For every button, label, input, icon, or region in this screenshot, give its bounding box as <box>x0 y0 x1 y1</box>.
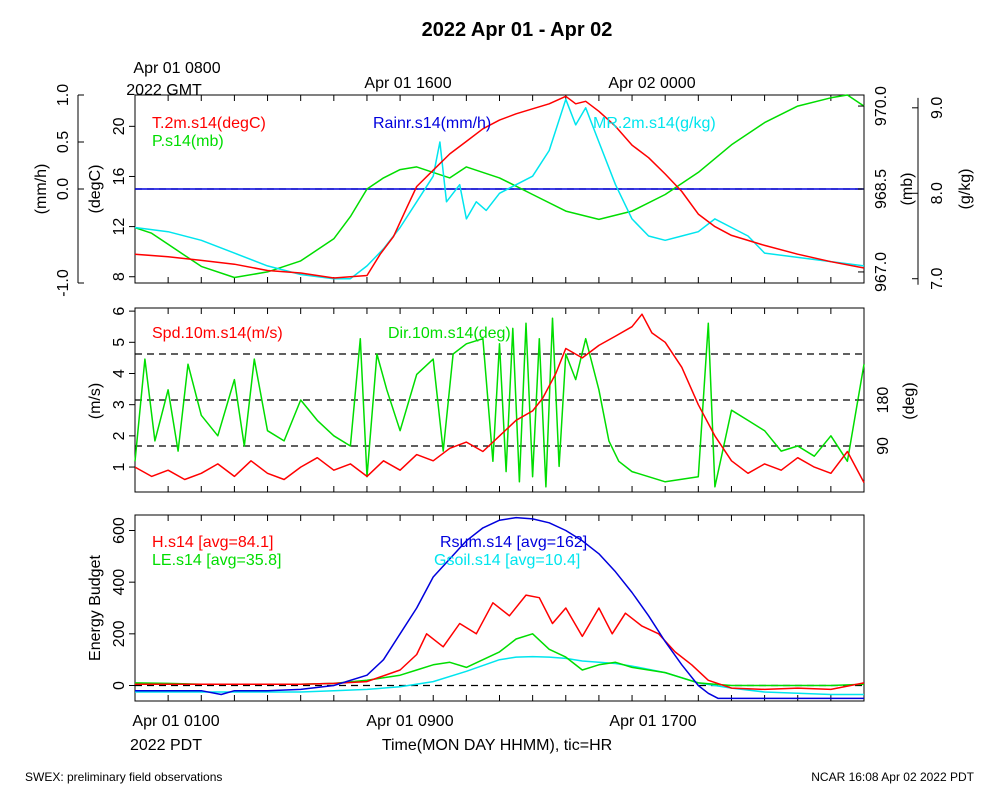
direction-axis-tick-label: 90 <box>875 437 892 455</box>
rain-axis-tick-label: 0.0 <box>55 178 72 200</box>
top-axis-tick-label-1: Apr 01 1600 <box>364 75 451 92</box>
footer-left: SWEX: preliminary field observations <box>25 770 222 784</box>
series-rsum-line <box>135 516 864 700</box>
series-pressure-line <box>134 94 865 279</box>
bottom-axis-label: Time(MON DAY HHMM), tic=HR <box>382 737 612 754</box>
bottom-axis-tick-label-2: Apr 01 1700 <box>609 713 696 730</box>
temp-axis-tick-label: 8 <box>111 272 128 281</box>
series-speed-line <box>134 313 865 483</box>
bottom-axis-tick-label-0: Apr 01 0100 <box>132 713 219 730</box>
rain-axis-tick-label: 1.0 <box>55 84 72 106</box>
footer-right: NCAR 16:08 Apr 02 2022 PDT <box>811 770 974 784</box>
energy-axis-tick-label: 0 <box>111 681 128 690</box>
legend-le: LE.s14 [avg=35.8] <box>152 552 281 569</box>
panel-energy-budget: 0 200 400 600 Energy Budget H.s14 [avg=84.1]L… <box>87 514 865 702</box>
legend-speed: Spd.10m.s14(m/s) <box>152 325 283 342</box>
legend-rsum: Rsum.s14 [avg=162] <box>440 534 587 551</box>
temp-axis-tick-label: 12 <box>111 218 128 236</box>
legend-rain: Rainr.s14(mm/h) <box>373 115 491 132</box>
speed-axis-tick-label: 3 <box>111 400 128 409</box>
series-gsoil-line <box>135 655 864 696</box>
energy-axis-tick-label: 600 <box>111 517 128 544</box>
mr-axis-tick-label: 9.0 <box>929 97 946 119</box>
figure-title: 2022 Apr 01 - Apr 02 <box>422 19 613 41</box>
mr-axis-label: (g/kg) <box>957 169 974 210</box>
legend-pressure: P.s14(mb) <box>152 133 224 150</box>
series-direction-line <box>134 317 865 488</box>
temp-axis-tick-label: 20 <box>111 117 128 135</box>
legend-h: H.s14 [avg=84.1] <box>152 534 273 551</box>
top-axis-tick-label-0: Apr 01 0800 <box>133 60 220 77</box>
legend-direction: Dir.10m.s14(deg) <box>388 325 511 342</box>
panel-temperature-pressure: 1.0 0.5 0.0 -1.0 (mm/h) 20 16 12 8 (degC) 970.0 968… <box>33 84 974 297</box>
pressure-axis-tick-label: 968.5 <box>873 169 890 209</box>
bottom-axis-tick-label-1: Apr 01 0900 <box>366 713 453 730</box>
series-h-line <box>135 594 865 691</box>
legend-mixing-ratio: MR.2m.s14(g/kg) <box>593 115 716 132</box>
speed-axis-label: (m/s) <box>87 383 104 419</box>
temp-axis-label: (degC) <box>87 165 104 214</box>
temp-axis-tick-label: 16 <box>111 167 128 185</box>
energy-axis-label: Energy Budget <box>87 555 104 661</box>
energy-axis-tick-label: 200 <box>111 620 128 647</box>
pressure-axis-label: (mb) <box>899 173 916 206</box>
speed-axis-tick-label: 2 <box>111 431 128 440</box>
top-axis-tick-label-2: Apr 02 0000 <box>608 75 695 92</box>
speed-axis-tick-label: 5 <box>111 338 128 347</box>
series-temperature-line <box>134 95 865 279</box>
pressure-axis-tick-label: 970.0 <box>873 86 890 126</box>
energy-axis-tick-label: 400 <box>111 569 128 596</box>
panel-wind: 6 5 4 3 2 1 (m/s) 180 90 (deg) Spd.10m.s14(m/s) Dir… <box>87 307 918 493</box>
legend-temperature: T.2m.s14(degC) <box>152 115 266 132</box>
top-axis-zone-label: 2022 GMT <box>126 82 202 99</box>
legend-gsoil: Gsoil.s14 [avg=10.4] <box>434 552 580 569</box>
rain-axis-tick-label: 0.5 <box>55 131 72 153</box>
mr-axis-tick-label: 8.0 <box>929 182 946 204</box>
speed-axis-tick-label: 1 <box>111 463 128 472</box>
series-mixing-ratio-line <box>134 98 865 280</box>
rain-axis-tick-label: -1.0 <box>55 269 72 297</box>
speed-axis-tick-label: 4 <box>111 369 128 378</box>
direction-axis-tick-label: 180 <box>875 387 892 414</box>
mr-axis-tick-label: 7.0 <box>929 268 946 290</box>
direction-axis-label: (deg) <box>901 382 918 419</box>
speed-axis-tick-label: 6 <box>111 307 128 316</box>
rain-axis-label: (mm/h) <box>33 164 50 215</box>
pressure-axis-tick-label: 967.0 <box>873 252 890 292</box>
bottom-axis-zone-label: 2022 PDT <box>130 737 202 754</box>
